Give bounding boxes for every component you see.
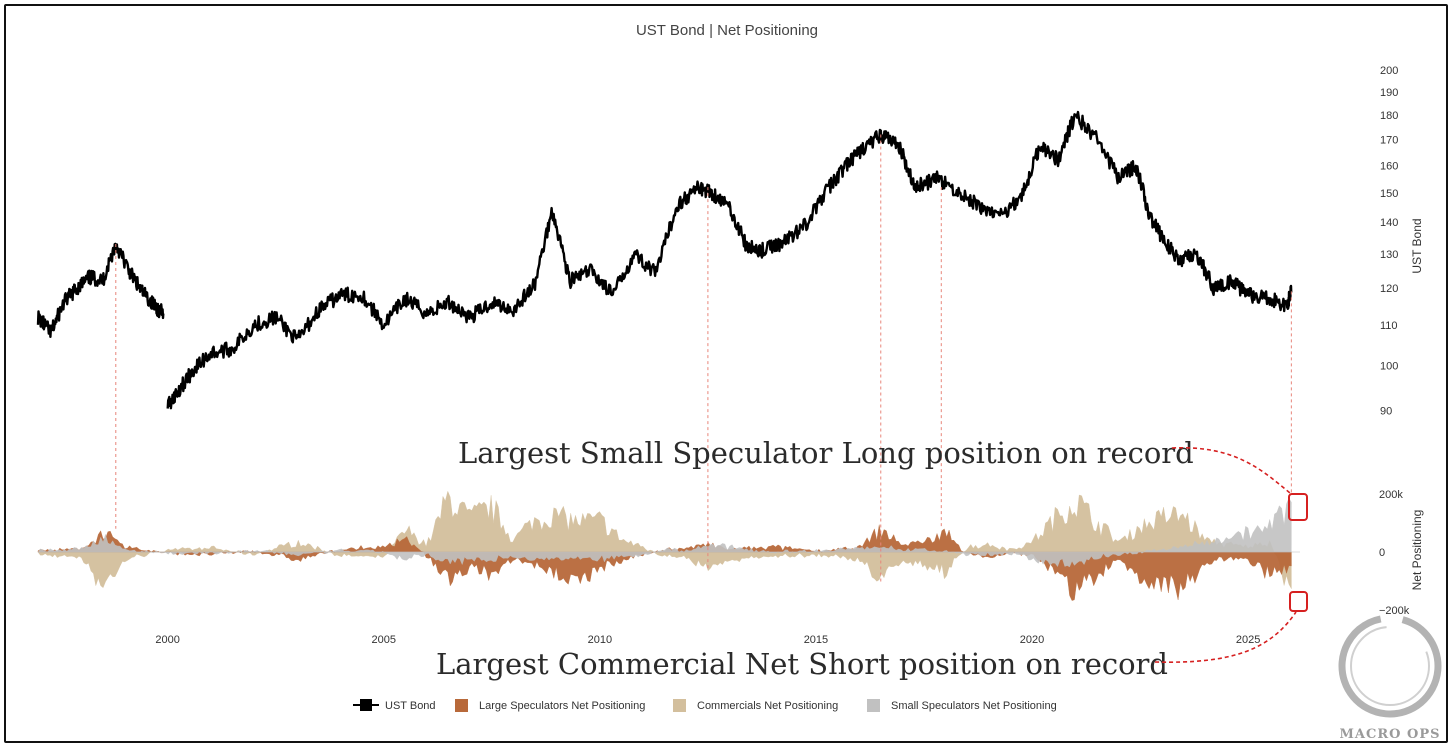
price-tick-label: 90 xyxy=(1380,405,1392,417)
price-tick-label: 170 xyxy=(1380,134,1398,146)
price-tick-label: 190 xyxy=(1380,87,1398,99)
logo-ring-inner-icon xyxy=(1350,626,1430,706)
legend-item[interactable]: UST Bond xyxy=(385,700,436,712)
price-tick-label: 130 xyxy=(1380,249,1398,261)
area-small-speculators-net-positioning xyxy=(37,497,1292,568)
price-tick-label: 110 xyxy=(1380,320,1398,332)
positioning-tick-label: −200k xyxy=(1379,605,1410,617)
x-tick-label: 2020 xyxy=(1020,634,1044,646)
ust-bond-line-segment xyxy=(166,110,1293,410)
ust-bond-line-segment xyxy=(36,242,165,338)
price-axis-label: UST Bond xyxy=(1410,218,1424,273)
positioning-tick-label: 0 xyxy=(1379,547,1385,559)
highlight-box-bottom xyxy=(1289,591,1308,612)
legend-item[interactable]: Commercials Net Positioning xyxy=(697,700,838,712)
price-tick-label: 120 xyxy=(1380,283,1398,295)
area-commercials-net-positioning xyxy=(37,490,1292,590)
chart-title: UST Bond | Net Positioning xyxy=(636,22,818,39)
x-tick-label: 2005 xyxy=(372,634,396,646)
chart-frame xyxy=(4,4,1448,743)
annotation-arrow-top xyxy=(1171,447,1291,494)
annotation-small-spec-long: Largest Small Speculator Long position o… xyxy=(458,436,1194,470)
legend: UST Bond Large Speculators Net Positionin… xyxy=(353,699,1057,712)
logo-ring-icon xyxy=(1338,614,1442,718)
price-tick-label: 180 xyxy=(1380,110,1398,122)
price-tick-label: 150 xyxy=(1380,188,1398,200)
positioning-axis-label: Net Positioning xyxy=(1410,510,1424,591)
x-tick-label: 2010 xyxy=(588,634,612,646)
highlight-box-top xyxy=(1288,493,1308,521)
annotation-commercial-short: Largest Commercial Net Short position on… xyxy=(436,647,1168,681)
macro-ops-logo: MACRO OPS xyxy=(1338,614,1442,742)
price-tick-label: 200 xyxy=(1380,65,1398,77)
logo-text: MACRO OPS xyxy=(1340,727,1441,742)
x-tick-label: 2000 xyxy=(155,634,179,646)
price-tick-label: 100 xyxy=(1380,361,1398,373)
legend-swatch xyxy=(673,699,686,712)
legend-item[interactable]: Large Speculators Net Positioning xyxy=(479,700,645,712)
legend-swatch-box xyxy=(360,699,372,711)
x-tick-label: 2025 xyxy=(1236,634,1260,646)
legend-item[interactable]: Small Speculators Net Positioning xyxy=(891,700,1057,712)
positioning-tick-label: 200k xyxy=(1379,489,1403,501)
price-tick-label: 140 xyxy=(1380,217,1398,229)
annotation-arrow-bottom xyxy=(1154,611,1297,663)
legend-swatch xyxy=(455,699,468,712)
x-tick-label: 2015 xyxy=(804,634,828,646)
legend-swatch xyxy=(867,699,880,712)
price-tick-label: 160 xyxy=(1380,160,1398,172)
